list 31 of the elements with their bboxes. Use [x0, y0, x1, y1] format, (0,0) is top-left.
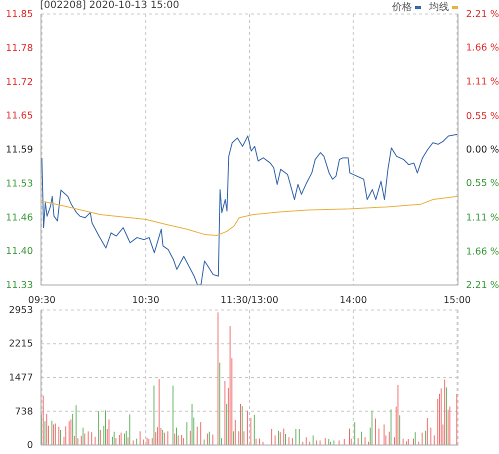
y2-tick-label: 0.55 % [466, 110, 499, 122]
y2-tick-label: 1.66 % [466, 246, 499, 258]
y2-tick-label: 1.11 % [466, 76, 499, 88]
y-tick-label: 0 [26, 440, 33, 451]
y-tick-label: 2953 [8, 305, 33, 316]
y-tick-label: 11.85 [6, 9, 33, 20]
x-tick-label: 14:00 [340, 295, 368, 306]
y-tick-label: 1477 [8, 372, 33, 384]
x-tick-label: 09:30 [28, 295, 56, 306]
y2-tick-label: 1.11 % [466, 212, 499, 224]
y-tick-label: 11.53 [6, 178, 33, 190]
x-tick-label: 10:30 [132, 295, 160, 306]
y2-tick-label: 2.21 % [466, 9, 499, 20]
y-tick-label: 11.72 [6, 76, 33, 88]
y-tick-label: 11.33 [6, 280, 33, 291]
chart-title: [002208] 2020-10-13 15:00 [40, 0, 180, 11]
y2-tick-label: 0.00 % [466, 144, 499, 156]
legend-label: 价格 [392, 0, 412, 14]
y-tick-label: 11.40 [6, 246, 33, 258]
y2-tick-label: 1.66 % [466, 42, 499, 54]
y-tick-label: 2215 [8, 338, 33, 350]
y-tick-label: 11.65 [6, 110, 33, 122]
x-tick-label: 11:30/13:00 [220, 295, 278, 306]
y2-tick-label: 0.55 % [466, 178, 499, 190]
legend-label: 均线 [429, 0, 449, 14]
x-tick-label: 15:00 [443, 295, 471, 306]
y-tick-label: 11.59 [6, 144, 33, 156]
y-tick-label: 11.46 [6, 212, 33, 224]
y-tick-label: 738 [14, 406, 33, 418]
y2-tick-label: 2.21 % [466, 280, 499, 291]
y-tick-label: 11.78 [6, 42, 33, 54]
